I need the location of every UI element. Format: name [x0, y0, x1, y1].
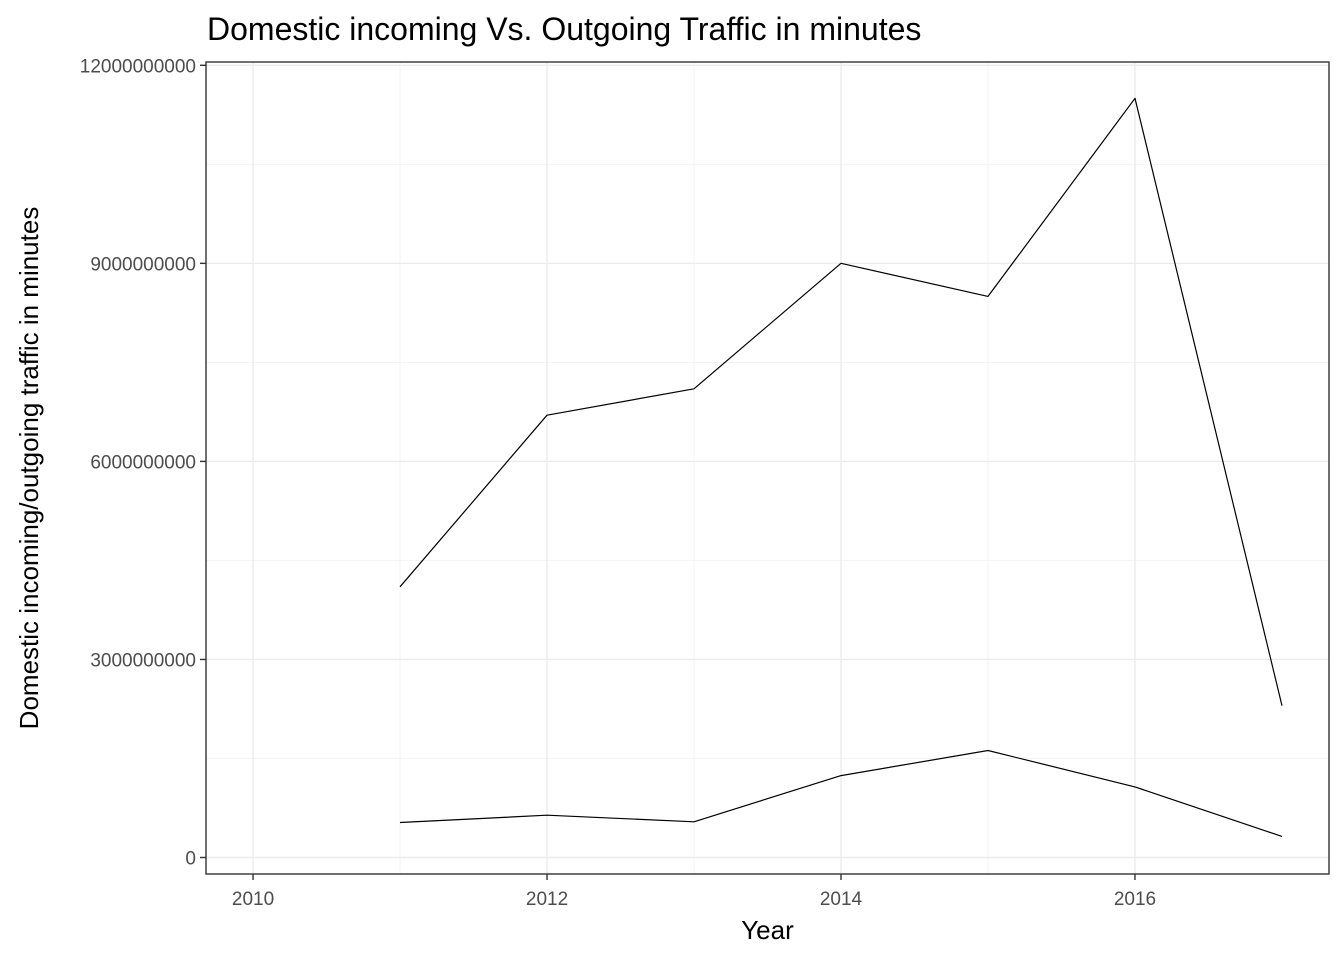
y-tick-label: 3000000000	[90, 650, 196, 671]
series-line-1	[399, 97, 1283, 706]
x-tick-label: 2016	[1114, 889, 1156, 910]
series-line-2	[399, 749, 1283, 837]
y-tick-label: 12000000000	[80, 56, 196, 77]
grid	[206, 62, 1329, 874]
x-tick-label: 2012	[526, 889, 568, 910]
y-tick-label: 6000000000	[90, 452, 196, 473]
axis-ticks: 2010 2012 2014 2016 0 3000000000 6000000000 900…	[80, 56, 1156, 910]
series-layer	[399, 97, 1283, 837]
x-axis-title: Year	[741, 915, 794, 945]
y-axis-title: Domestic incoming/outgoing traffic in mi…	[14, 207, 44, 730]
plot-panel-border	[205, 61, 1330, 875]
y-tick-label: 9000000000	[90, 254, 196, 275]
chart-title: Domestic incoming Vs. Outgoing Traffic i…	[207, 11, 921, 47]
x-tick-label: 2014	[820, 889, 863, 910]
y-tick-label: 0	[185, 848, 196, 869]
x-tick-label: 2010	[232, 889, 274, 910]
